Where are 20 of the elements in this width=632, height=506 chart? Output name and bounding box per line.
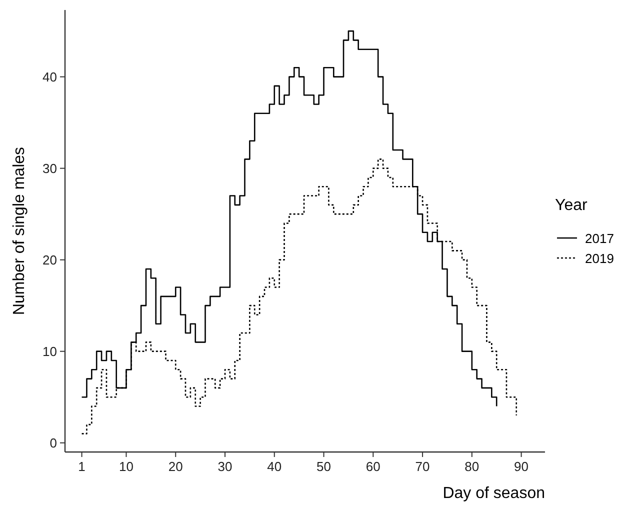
legend-label: 2017	[585, 231, 614, 246]
x-tick-label: 90	[514, 459, 529, 474]
x-tick-label: 1	[78, 459, 86, 474]
x-tick-label: 20	[168, 459, 183, 474]
x-tick-label: 70	[415, 459, 430, 474]
x-tick-label: 30	[218, 459, 232, 474]
y-tick-label: 20	[42, 252, 57, 268]
x-tick-label: 60	[366, 459, 380, 474]
x-tick-label: 50	[316, 459, 331, 474]
y-tick-label: 30	[42, 160, 57, 176]
y-tick-label: 0	[50, 435, 57, 450]
x-tick-label: 10	[119, 459, 134, 474]
legend-label: 2019	[585, 251, 614, 266]
x-tick-label: 40	[267, 459, 282, 474]
y-axis-title: Number of single males	[11, 146, 28, 316]
y-tick-label: 40	[42, 69, 57, 84]
x-tick-label: 80	[464, 459, 480, 474]
x-axis-title: Day of season	[442, 485, 545, 502]
y-tick-label: 10	[42, 344, 57, 359]
legend-title: Year	[555, 197, 588, 214]
